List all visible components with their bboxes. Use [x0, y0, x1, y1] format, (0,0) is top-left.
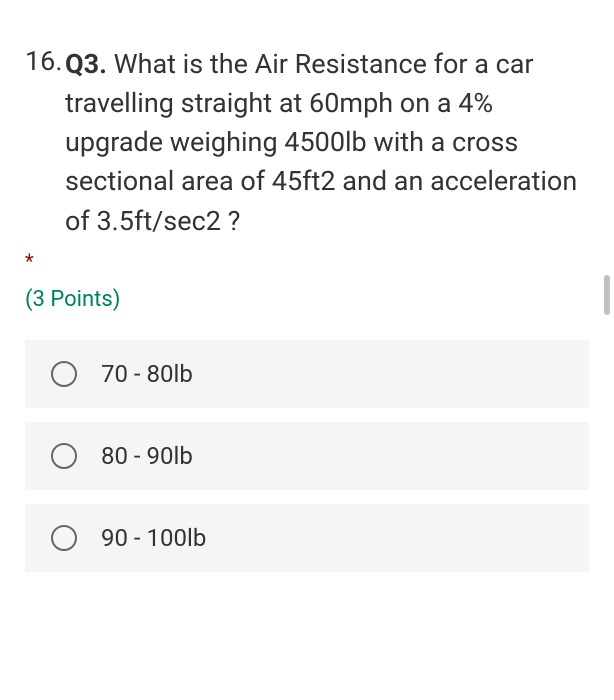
option-label: 90 - 100lb [101, 524, 206, 552]
options-list: 70 - 80lb 80 - 90lb 90 - 100lb [25, 340, 589, 572]
option-label: 80 - 90lb [101, 442, 193, 470]
option-2[interactable]: 80 - 90lb [25, 422, 589, 490]
radio-icon [51, 525, 77, 551]
option-label: 70 - 80lb [101, 360, 193, 388]
question-prefix: Q3. [65, 48, 107, 80]
question-number: 16. [25, 45, 62, 77]
question-container: 16. Q3. What is the Air Resistance for a… [25, 45, 589, 241]
question-body: What is the Air Resistance for a car tra… [65, 48, 577, 237]
points-label: (3 Points) [25, 287, 589, 312]
option-1[interactable]: 70 - 80lb [25, 340, 589, 408]
question-text: Q3. What is the Air Resistance for a car… [65, 45, 589, 241]
scrollbar[interactable] [604, 275, 610, 315]
required-marker: * [25, 249, 589, 273]
radio-icon [51, 361, 77, 387]
option-3[interactable]: 90 - 100lb [25, 504, 589, 572]
radio-icon [51, 443, 77, 469]
